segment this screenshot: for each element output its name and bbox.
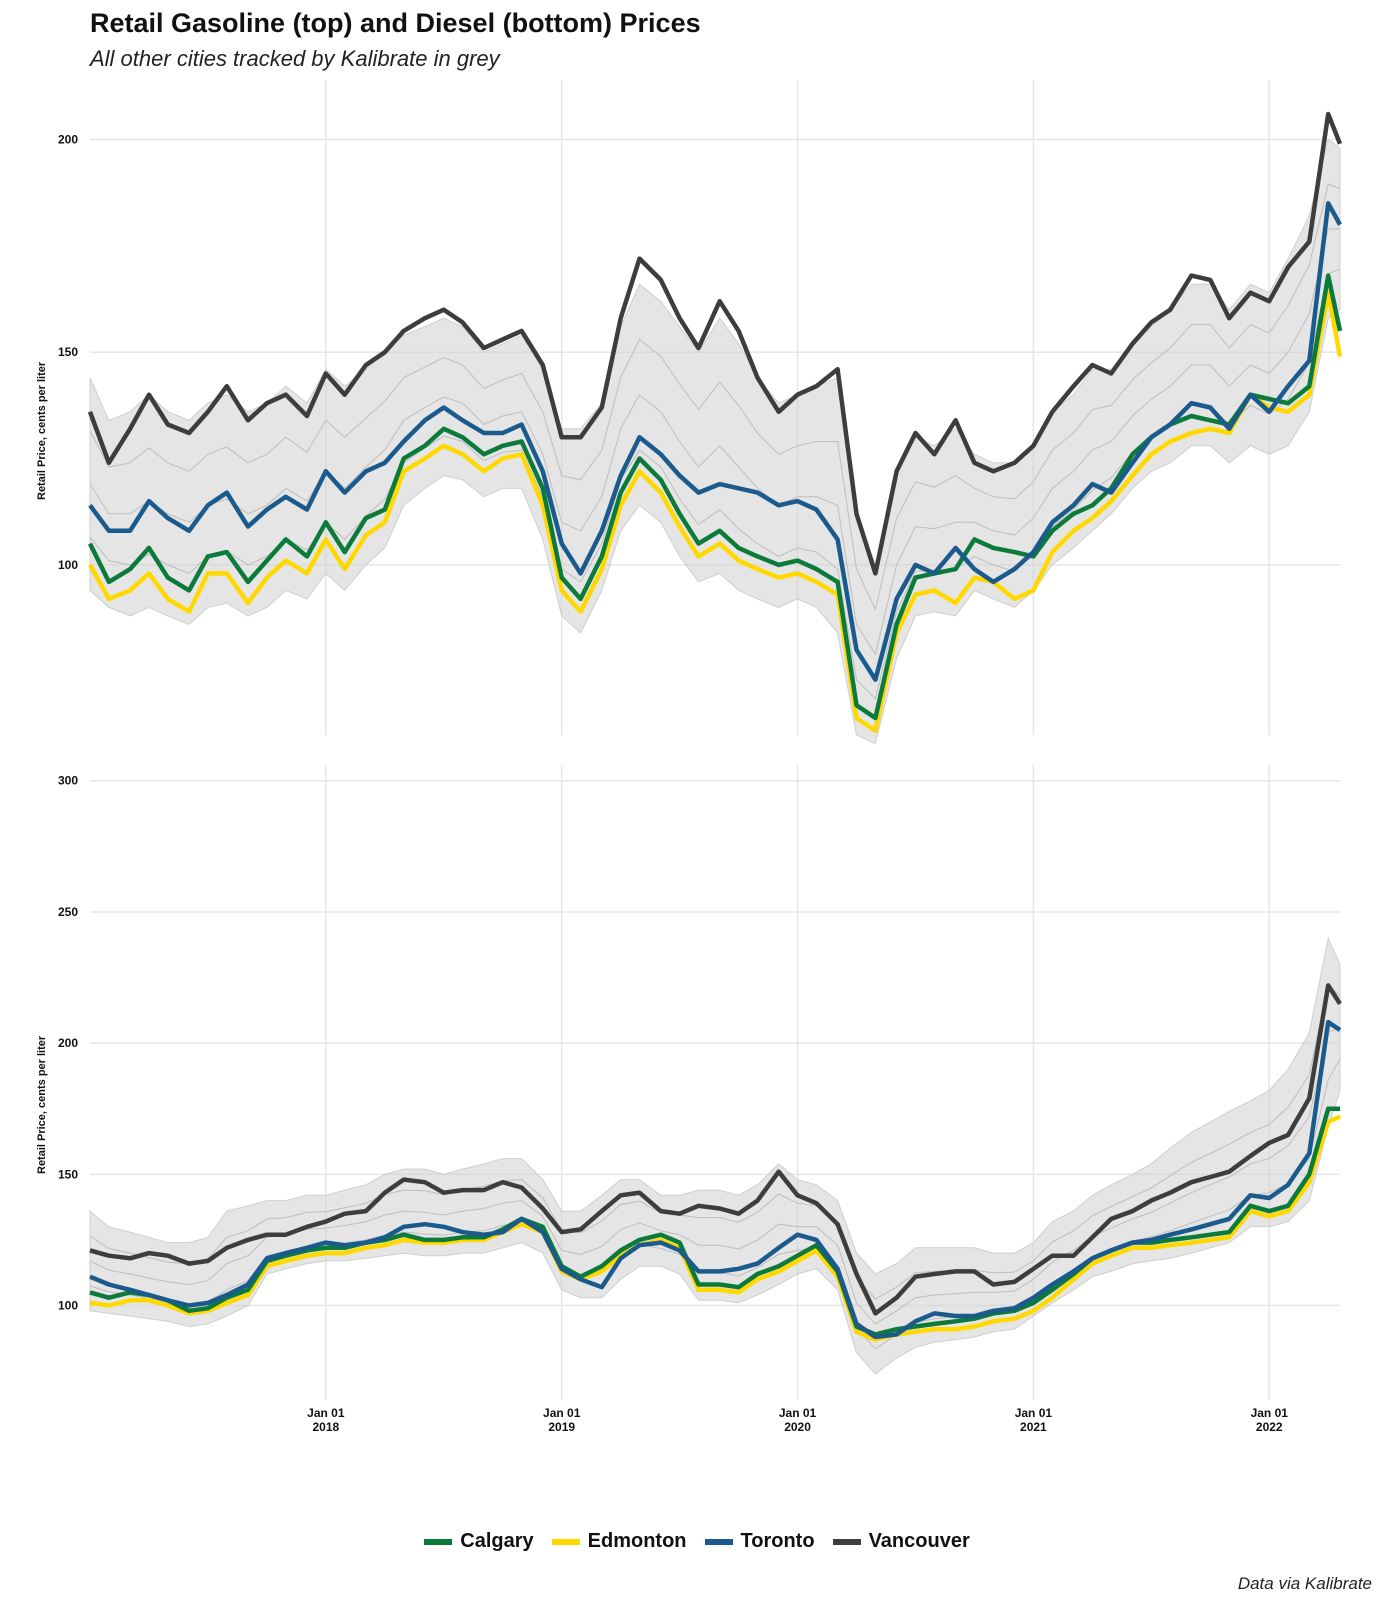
legend: Calgary Edmonton Toronto Vancouver <box>0 1530 1400 1553</box>
chart-title: Retail Gasoline (top) and Diesel (bottom… <box>90 8 701 38</box>
x-tick-label: Jan 01 <box>543 1406 581 1420</box>
gasoline-other-city-line <box>89 183 1341 612</box>
diesel-y-tick-label: 100 <box>58 1299 78 1313</box>
legend-label-calgary: Calgary <box>460 1530 534 1552</box>
legend-item-vancouver: Vancouver <box>832 1530 970 1553</box>
gasoline-series-vancouver <box>87 111 1343 576</box>
legend-item-toronto: Toronto <box>704 1530 815 1553</box>
diesel-y-tick-label: 150 <box>58 1167 78 1181</box>
gasoline-y-tick-label: 100 <box>58 558 78 572</box>
legend-key-vancouver <box>832 1538 861 1545</box>
diesel-y-tick-label: 250 <box>58 905 78 919</box>
gasoline-y-tick-label: 150 <box>58 345 78 359</box>
gasoline-series-toronto <box>88 201 1342 682</box>
gasoline-y-tick-label: 200 <box>58 133 78 147</box>
x-tick-label: Jan 01 <box>779 1406 817 1420</box>
x-tick-year: 2022 <box>1256 1420 1283 1434</box>
x-tick-year: 2020 <box>784 1420 811 1434</box>
diesel-series-vancouver <box>89 983 1342 1316</box>
x-tick-label: Jan 01 <box>1015 1406 1053 1420</box>
diesel-other-cities-band <box>89 936 1341 1375</box>
diesel-series-toronto <box>89 1019 1342 1340</box>
x-tick-label: Jan 01 <box>1251 1406 1289 1420</box>
gasoline-series-edmonton <box>88 290 1343 733</box>
legend-key-toronto <box>704 1538 733 1545</box>
gasoline-other-cities-band <box>89 138 1341 745</box>
gasoline-series-calgary <box>87 273 1343 721</box>
gasoline-panel: 100 150 200 <box>58 80 1343 745</box>
legend-key-calgary <box>424 1538 453 1545</box>
legend-item-calgary: Calgary <box>424 1530 534 1553</box>
chart-subtitle: All other cities tracked by Kalibrate in… <box>90 46 500 71</box>
gasoline-other-city-line <box>89 228 1340 656</box>
legend-label-vancouver: Vancouver <box>868 1530 970 1552</box>
legend-key-edmonton <box>551 1538 580 1545</box>
diesel-other-city-line <box>89 984 1341 1300</box>
legend-label-toronto: Toronto <box>740 1530 815 1552</box>
x-tick-year: 2021 <box>1020 1420 1047 1434</box>
x-tick-label: Jan 01 <box>307 1406 345 1420</box>
x-tick-year: 2019 <box>548 1420 575 1434</box>
legend-item-edmonton: Edmonton <box>551 1530 687 1553</box>
diesel-series-edmonton <box>89 1114 1341 1342</box>
diesel-y-tick-label: 200 <box>58 1036 78 1050</box>
x-tick-year: 2018 <box>312 1420 339 1434</box>
legend-label-edmonton: Edmonton <box>587 1530 687 1552</box>
data-source-caption: Data via Kalibrate <box>1237 1574 1372 1593</box>
diesel-y-tick-label: 300 <box>58 774 78 788</box>
